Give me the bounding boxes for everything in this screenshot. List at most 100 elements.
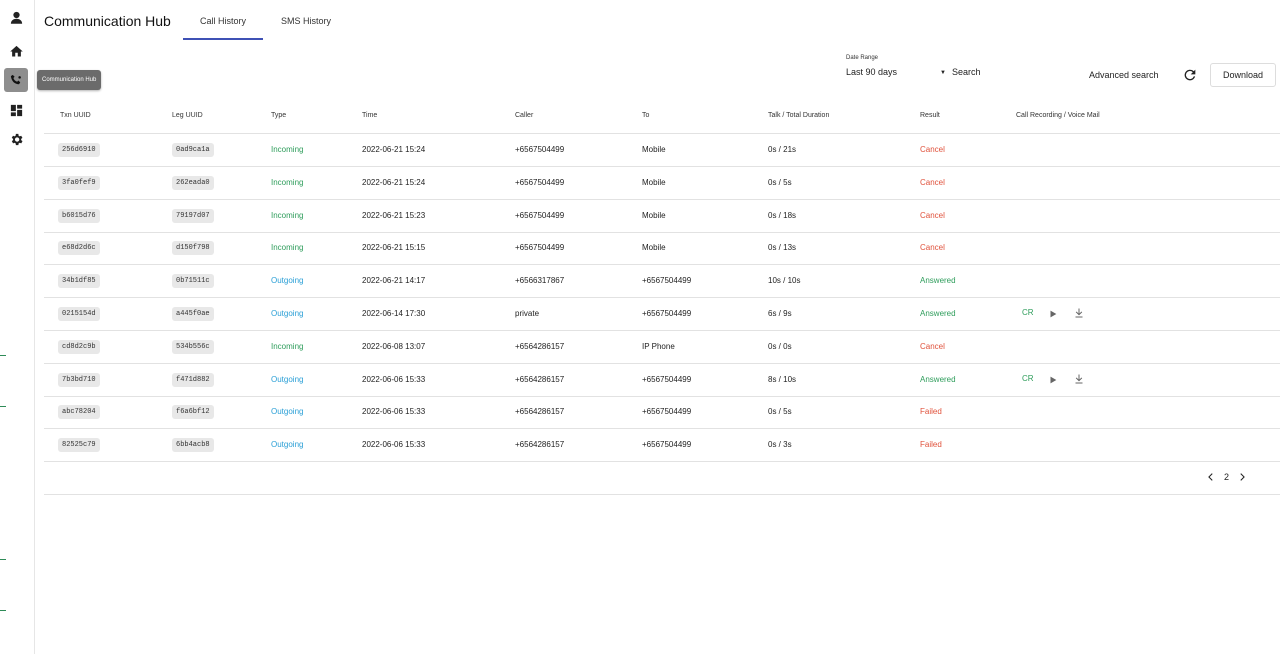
call-type: Incoming [271, 145, 304, 154]
search-button[interactable]: Search [952, 67, 981, 77]
tab-call-history[interactable]: Call History [183, 16, 263, 40]
txn-uuid-chip[interactable]: 34b1df85 [58, 274, 100, 289]
callee: IP Phone [642, 341, 675, 351]
sidebar-tick [0, 406, 6, 407]
column-header-txn-uuid: Txn UUID [60, 112, 91, 119]
leg-uuid-chip[interactable]: d150f798 [172, 241, 214, 256]
person-icon[interactable] [5, 6, 27, 28]
sidebar-tick [0, 559, 6, 560]
call-result: Answered [920, 276, 956, 286]
pagination: 2 [1206, 472, 1247, 482]
leg-uuid-chip[interactable]: a445f0ae [172, 307, 214, 321]
call-type: Outgoing [271, 407, 304, 417]
txn-uuid-chip[interactable]: cd8d2c9b [58, 339, 100, 354]
page-title: Communication Hub [44, 13, 171, 29]
table-row[interactable]: 82525c79 6bb4acb8 Outgoing 2022-06-06 15:33… [44, 429, 1280, 463]
call-result: Answered [920, 374, 956, 384]
tab-sms-history[interactable]: SMS History [280, 16, 331, 26]
txn-uuid-chip[interactable]: 3fa0fef9 [58, 175, 100, 190]
table-row[interactable]: 0215154d a445f0ae Outgoing 2022-06-14 17:30… [44, 298, 1280, 331]
date-range-select[interactable]: Last 90 days ▼ [846, 67, 946, 79]
leg-uuid-chip[interactable]: 262eada0 [172, 175, 214, 190]
call-result: Cancel [920, 145, 945, 154]
txn-uuid-chip[interactable]: 256d6910 [58, 143, 100, 157]
call-time: 2022-06-21 15:24 [362, 145, 426, 154]
caller: +6566317867 [515, 276, 565, 286]
current-page[interactable]: 2 [1224, 472, 1230, 482]
call-time: 2022-06-21 14:17 [362, 276, 426, 286]
chevron-left-icon[interactable] [1206, 472, 1216, 482]
call-type: Incoming [271, 243, 304, 253]
call-result: Cancel [920, 177, 945, 187]
duration: 0s / 0s [768, 341, 792, 351]
leg-uuid-chip[interactable]: 79197d07 [172, 208, 214, 223]
table-row[interactable]: 3fa0fef9 262eada0 Incoming 2022-06-21 15:24… [44, 167, 1280, 200]
caller: +6564286157 [515, 374, 565, 384]
call-time: 2022-06-21 15:15 [362, 243, 426, 253]
leg-uuid-chip[interactable]: f471d882 [172, 372, 214, 387]
call-type: Outgoing [271, 374, 304, 384]
callee: Mobile [642, 210, 666, 220]
call-type: Outgoing [271, 276, 304, 286]
callee: +6567504499 [642, 276, 692, 286]
table-row[interactable]: cd8d2c9b 534b556c Incoming 2022-06-08 13:07… [44, 331, 1280, 364]
column-header-recording: Call Recording / Voice Mail [1016, 112, 1100, 119]
call-result: Answered [920, 309, 956, 318]
download-icon[interactable] [1073, 307, 1085, 319]
call-result: Cancel [920, 341, 945, 351]
download-button[interactable]: Download [1210, 63, 1276, 87]
duration: 0s / 3s [768, 440, 792, 450]
cr-label[interactable]: CR [1022, 308, 1034, 317]
column-header-leg-uuid: Leg UUID [172, 112, 203, 119]
call-time: 2022-06-14 17:30 [362, 309, 426, 318]
cr-label[interactable]: CR [1022, 373, 1034, 383]
home-icon[interactable] [5, 40, 27, 62]
table-row[interactable]: b6015d76 79197d07 Incoming 2022-06-21 15:23… [44, 200, 1280, 233]
callee: Mobile [642, 243, 666, 253]
duration: 0s / 21s [768, 145, 797, 154]
download-icon[interactable] [1073, 373, 1085, 385]
table-row[interactable]: 256d6910 0ad9ca1a Incoming 2022-06-21 15:24… [44, 134, 1280, 167]
refresh-icon[interactable] [1182, 67, 1198, 83]
callee: +6567504499 [642, 407, 692, 417]
call-type: Outgoing [271, 309, 304, 318]
play-icon[interactable] [1048, 374, 1058, 386]
table-row[interactable]: 7b3bd710 f471d882 Outgoing 2022-06-06 15:33… [44, 364, 1280, 397]
leg-uuid-chip[interactable]: 0b71511c [172, 274, 214, 289]
column-header-duration: Talk / Total Duration [768, 112, 830, 119]
table-row[interactable]: 34b1df85 0b71511c Outgoing 2022-06-21 14:17… [44, 265, 1280, 299]
callee: +6567504499 [642, 309, 692, 318]
call-time: 2022-06-08 13:07 [362, 341, 426, 351]
txn-uuid-chip[interactable]: 0215154d [58, 307, 100, 321]
call-time: 2022-06-06 15:33 [362, 407, 426, 417]
caller: private [515, 309, 540, 318]
table-row[interactable]: e68d2d6c d150f798 Incoming 2022-06-21 15:15… [44, 232, 1280, 266]
duration: 0s / 5s [768, 177, 792, 187]
call-type: Outgoing [271, 440, 304, 450]
txn-uuid-chip[interactable]: e68d2d6c [58, 241, 100, 256]
settings-icon[interactable] [5, 128, 27, 150]
column-header-to: To [642, 112, 650, 119]
call-result: Failed [920, 440, 942, 450]
play-icon[interactable] [1048, 308, 1058, 320]
leg-uuid-chip[interactable]: f6a6bf12 [172, 405, 214, 420]
table-row[interactable]: abc78204 f6a6bf12 Outgoing 2022-06-06 15:33… [44, 396, 1280, 430]
sidebar-tick [0, 355, 6, 356]
call-time: 2022-06-21 15:24 [362, 177, 426, 187]
txn-uuid-chip[interactable]: 82525c79 [58, 438, 100, 453]
call-result: Cancel [920, 243, 945, 253]
date-range-value: Last 90 days [846, 67, 898, 77]
advanced-search-button[interactable]: Advanced search [1089, 70, 1159, 80]
leg-uuid-chip[interactable]: 534b556c [172, 339, 214, 354]
duration: 0s / 13s [768, 243, 797, 253]
txn-uuid-chip[interactable]: b6015d76 [58, 208, 100, 223]
column-header-type: Type [271, 112, 287, 119]
dashboard-icon[interactable] [5, 99, 27, 121]
column-header-time: Time [362, 112, 378, 119]
txn-uuid-chip[interactable]: abc78204 [58, 405, 100, 420]
leg-uuid-chip[interactable]: 6bb4acb8 [172, 438, 214, 453]
chevron-right-icon[interactable] [1237, 472, 1247, 482]
communication-hub-icon[interactable] [4, 68, 28, 92]
leg-uuid-chip[interactable]: 0ad9ca1a [172, 143, 214, 157]
txn-uuid-chip[interactable]: 7b3bd710 [58, 372, 100, 387]
